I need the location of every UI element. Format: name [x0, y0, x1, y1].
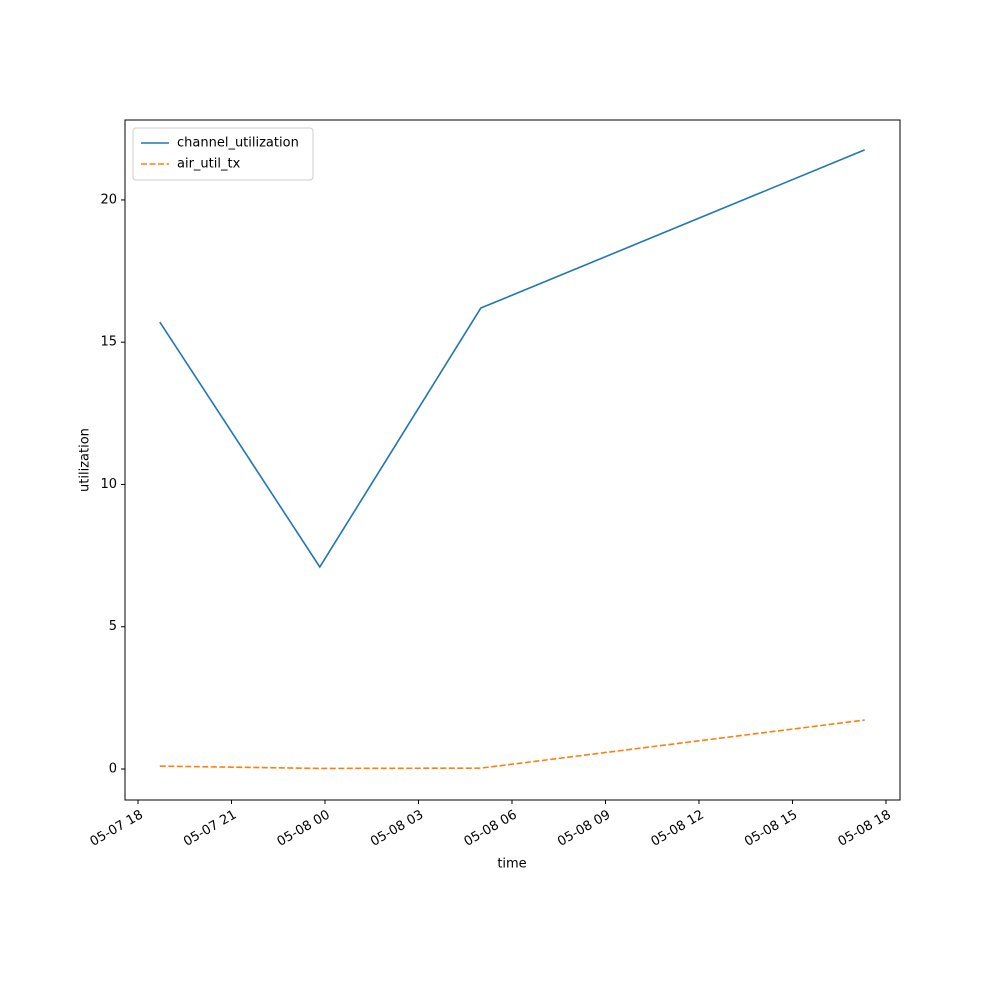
y-tick-label: 5	[109, 619, 117, 634]
legend-box	[132, 127, 314, 181]
line-series	[159, 149, 865, 569]
y-tick-label: 10	[100, 477, 117, 492]
plot-frame	[124, 119, 901, 801]
y-tick-label: 0	[109, 761, 117, 776]
legend-label: channel_utilization	[177, 136, 299, 151]
legend: channel_utilization air_util_tx	[132, 127, 314, 181]
x-axis-label: time	[497, 857, 526, 872]
line-series	[159, 719, 865, 770]
y-axis-label: utilization	[78, 428, 93, 492]
y-tick-label: 15	[100, 335, 117, 350]
y-tick-label: 20	[100, 192, 117, 207]
legend-label: air_util_tx	[177, 157, 241, 172]
